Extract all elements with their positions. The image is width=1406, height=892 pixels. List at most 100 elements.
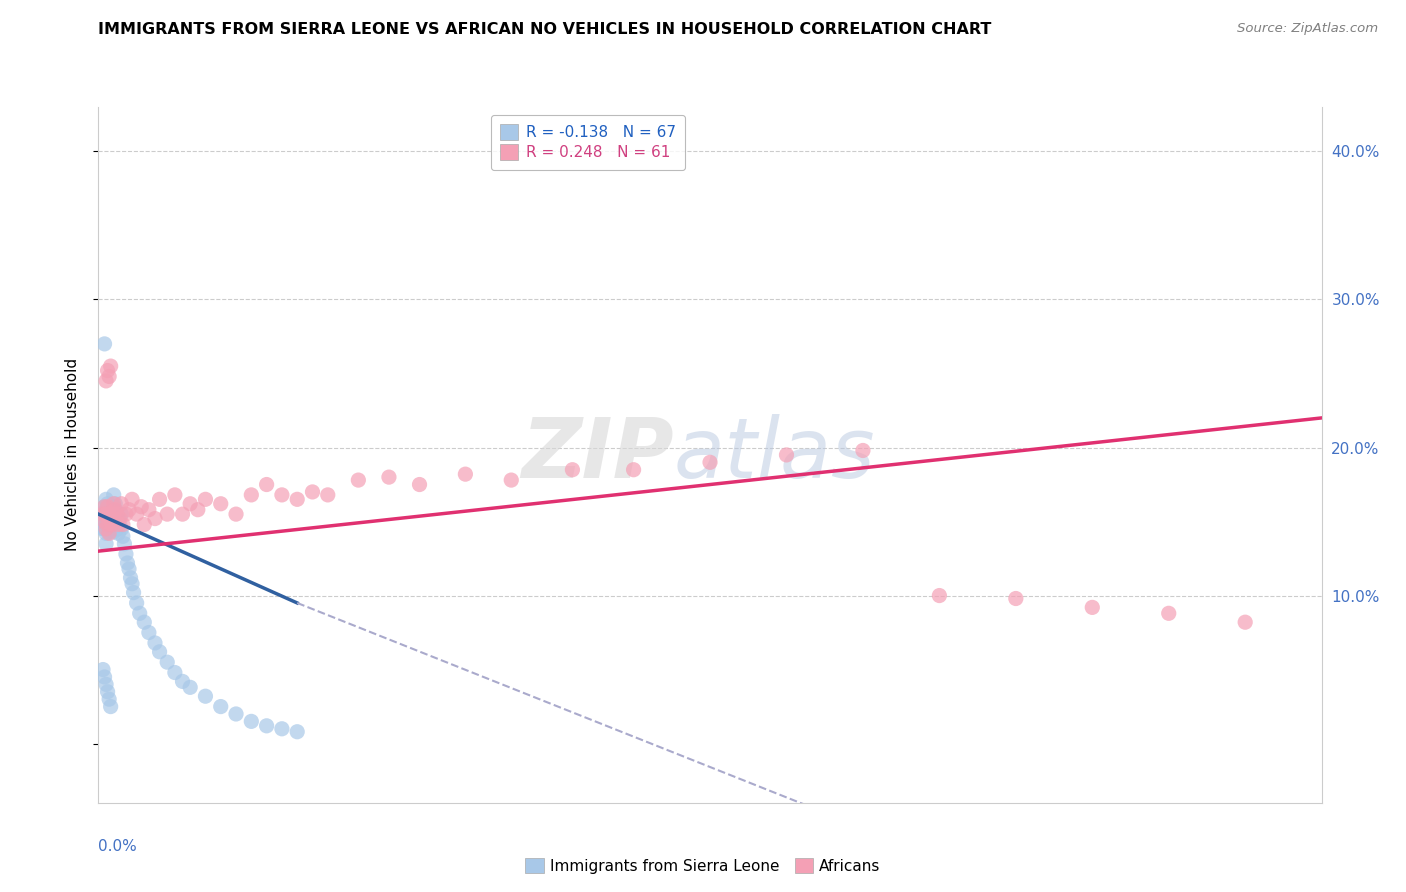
Point xyxy=(928,589,950,603)
Point xyxy=(118,502,141,516)
Point xyxy=(110,507,132,521)
Point xyxy=(97,685,120,699)
Point xyxy=(194,492,217,507)
Legend: R = -0.138   N = 67, R = 0.248   N = 61: R = -0.138 N = 67, R = 0.248 N = 61 xyxy=(491,115,685,169)
Y-axis label: No Vehicles in Household: No Vehicles in Household xyxy=(65,359,80,551)
Point xyxy=(98,502,121,516)
Point xyxy=(501,473,523,487)
Point xyxy=(143,511,166,525)
Point xyxy=(94,537,117,551)
Point xyxy=(100,359,122,373)
Point xyxy=(98,507,121,521)
Point xyxy=(104,515,127,529)
Point xyxy=(115,507,138,521)
Point xyxy=(94,374,117,388)
Point xyxy=(852,443,875,458)
Point xyxy=(172,674,194,689)
Point xyxy=(121,576,143,591)
Point xyxy=(105,522,128,536)
Point xyxy=(94,492,117,507)
Point xyxy=(194,690,217,704)
Point xyxy=(105,507,128,521)
Point xyxy=(156,655,179,669)
Point xyxy=(316,488,339,502)
Point xyxy=(172,507,194,521)
Point xyxy=(121,492,143,507)
Point xyxy=(97,500,120,514)
Point xyxy=(408,477,430,491)
Point xyxy=(209,699,232,714)
Point xyxy=(98,511,121,525)
Point xyxy=(225,507,247,521)
Point xyxy=(97,507,120,521)
Point xyxy=(240,714,263,729)
Point xyxy=(270,488,292,502)
Point xyxy=(561,463,583,477)
Point xyxy=(103,488,125,502)
Point xyxy=(105,507,128,521)
Point xyxy=(103,507,125,521)
Point xyxy=(111,517,134,532)
Point xyxy=(94,677,117,691)
Point xyxy=(156,507,179,521)
Point xyxy=(91,507,114,521)
Point xyxy=(187,502,209,516)
Text: IMMIGRANTS FROM SIERRA LEONE VS AFRICAN NO VEHICLES IN HOUSEHOLD CORRELATION CHA: IMMIGRANTS FROM SIERRA LEONE VS AFRICAN … xyxy=(98,22,991,37)
Point xyxy=(1234,615,1257,630)
Point xyxy=(115,547,138,561)
Point xyxy=(120,571,142,585)
Point xyxy=(110,497,132,511)
Point xyxy=(103,497,125,511)
Point xyxy=(149,645,172,659)
Point xyxy=(209,497,232,511)
Point xyxy=(91,522,114,536)
Point xyxy=(93,670,115,684)
Point xyxy=(107,517,129,532)
Point xyxy=(110,522,132,536)
Point xyxy=(1157,607,1180,621)
Point xyxy=(125,596,148,610)
Point xyxy=(94,522,117,536)
Point xyxy=(107,511,129,525)
Point xyxy=(623,463,645,477)
Point xyxy=(101,507,124,521)
Point xyxy=(138,502,160,516)
Point xyxy=(285,492,308,507)
Point xyxy=(347,473,370,487)
Point xyxy=(93,507,115,521)
Point xyxy=(93,500,115,514)
Point xyxy=(97,517,120,532)
Point xyxy=(94,526,117,541)
Point xyxy=(101,517,124,532)
Point xyxy=(104,502,127,516)
Point xyxy=(112,537,135,551)
Point xyxy=(256,477,278,491)
Point xyxy=(100,500,122,514)
Point xyxy=(93,515,115,529)
Point xyxy=(108,511,131,525)
Point xyxy=(699,455,721,469)
Point xyxy=(301,484,323,499)
Point xyxy=(107,526,129,541)
Point xyxy=(117,556,139,570)
Point xyxy=(100,515,122,529)
Point xyxy=(128,607,150,621)
Point xyxy=(143,636,166,650)
Point xyxy=(100,522,122,536)
Point xyxy=(91,515,114,529)
Point xyxy=(163,488,186,502)
Text: Source: ZipAtlas.com: Source: ZipAtlas.com xyxy=(1237,22,1378,36)
Point xyxy=(93,522,115,536)
Point xyxy=(97,517,120,532)
Point xyxy=(94,507,117,521)
Point xyxy=(256,719,278,733)
Point xyxy=(94,502,117,516)
Point xyxy=(1081,600,1104,615)
Point xyxy=(111,529,134,543)
Point xyxy=(100,699,122,714)
Point xyxy=(103,524,125,539)
Point xyxy=(454,467,477,482)
Point xyxy=(138,625,160,640)
Point xyxy=(98,524,121,539)
Point xyxy=(270,722,292,736)
